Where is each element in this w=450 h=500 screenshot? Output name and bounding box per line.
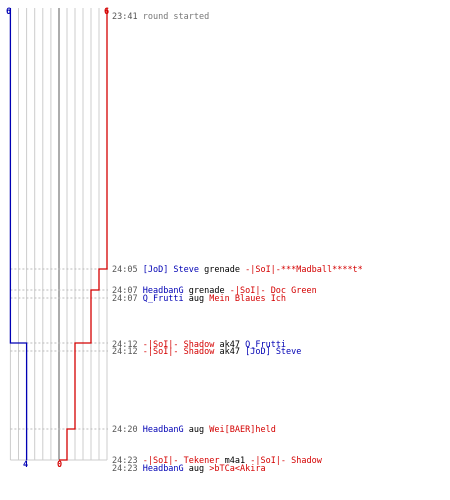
player-team-a: HeadbanG	[142, 286, 184, 296]
player-team-a: [JoD] Steve	[245, 347, 302, 357]
weapon-name: ak47	[219, 347, 240, 357]
player-team-b: -|SoI|- Doc Green	[229, 286, 317, 296]
weapon-name: ak47	[219, 340, 240, 350]
event-time: 24:07	[112, 294, 138, 304]
weapon-name: m4a1	[224, 456, 246, 466]
event-message: round started	[142, 12, 210, 22]
event-line: 24:05 [JoD] Steve grenade -|SoI|-***Madb…	[112, 265, 363, 275]
weapon-name: aug	[188, 464, 205, 474]
team-b-alive-series	[59, 8, 108, 461]
player-team-a: Q_Frutti	[142, 294, 184, 304]
player-team-b: -|SoI|- Shadow	[250, 456, 322, 466]
team-a-alive-series	[9, 8, 28, 460]
event-time: 24:23	[112, 464, 138, 474]
event-line: 24:07 Q_Frutti aug Mein Blaues Ich	[112, 294, 286, 304]
event-line: 24:23 HeadbanG aug >bTCa<Akira	[112, 464, 266, 474]
player-team-a: HeadbanG	[142, 464, 184, 474]
weapon-name: aug	[188, 425, 205, 435]
player-team-b: -|SoI|-***Madball****t*	[245, 265, 363, 275]
player-team-b: -|SoI|- Shadow	[142, 347, 215, 357]
event-line: 23:41 round started	[112, 12, 209, 22]
player-team-b: Wei[BAER]held	[209, 425, 276, 435]
event-line: 24:07 HeadbanG grenade -|SoI|- Doc Green	[112, 286, 317, 296]
player-team-a: [JoD] Steve	[142, 265, 200, 275]
event-time: 24:20	[112, 425, 138, 435]
player-team-b: -|SoI|- Shadow	[142, 340, 215, 350]
player-team-a: HeadbanG	[142, 425, 184, 435]
event-time: 24:23	[112, 456, 138, 466]
event-line: 24:23 -|SoI|- Tekener m4a1 -|SoI|- Shado…	[112, 456, 322, 466]
team-b-start-count: 6	[104, 7, 110, 17]
player-team-b: Mein Blaues Ich	[209, 294, 287, 304]
player-team-a: Q_Frutti	[245, 340, 287, 350]
player-team-b: >bTCa<Akira	[209, 464, 266, 474]
weapon-name: grenade	[188, 286, 225, 296]
team-b-end-count: 0	[57, 460, 63, 470]
event-time: 24:12	[112, 347, 138, 357]
event-line: 24:12 -|SoI|- Shadow ak47 Q_Frutti	[112, 340, 286, 350]
event-time: 24:12	[112, 340, 138, 350]
event-line: 24:12 -|SoI|- Shadow ak47 [JoD] Steve	[112, 347, 301, 357]
team-a-end-count: 4	[23, 460, 29, 470]
event-time: 23:41	[112, 12, 138, 22]
event-time: 24:05	[112, 265, 138, 275]
player-team-b: -|SoI|- Tekener	[142, 456, 220, 466]
event-line: 24:20 HeadbanG aug Wei[BAER]held	[112, 425, 276, 435]
event-time: 24:07	[112, 286, 138, 296]
weapon-name: grenade	[204, 265, 240, 275]
team-a-start-count: 6	[6, 7, 12, 17]
weapon-name: aug	[188, 294, 205, 304]
